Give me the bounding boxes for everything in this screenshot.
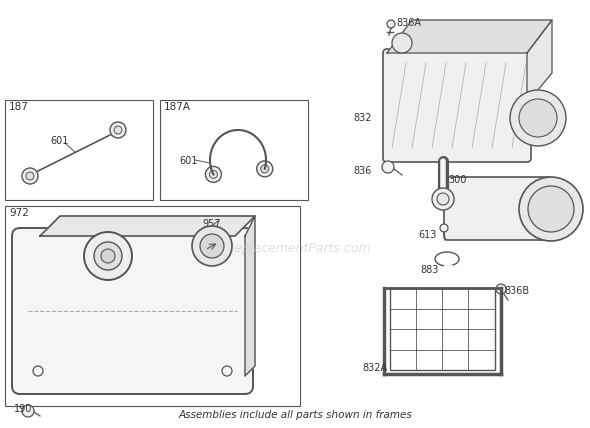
- Bar: [5, 206, 300, 406]
- Polygon shape: [40, 216, 255, 236]
- Circle shape: [519, 99, 557, 137]
- Text: 832: 832: [353, 113, 372, 123]
- Circle shape: [209, 170, 218, 178]
- Text: 601: 601: [50, 136, 68, 146]
- Text: 601: 601: [179, 156, 198, 166]
- Text: 957: 957: [202, 219, 221, 229]
- Circle shape: [392, 33, 412, 53]
- Circle shape: [519, 177, 583, 241]
- Circle shape: [257, 161, 273, 177]
- Text: 972: 972: [9, 208, 29, 218]
- Circle shape: [387, 20, 395, 28]
- Circle shape: [205, 166, 221, 182]
- Circle shape: [437, 193, 449, 205]
- Circle shape: [94, 242, 122, 270]
- Bar: [5, 100, 153, 200]
- Text: 187: 187: [9, 102, 29, 112]
- Circle shape: [440, 224, 448, 232]
- Polygon shape: [387, 20, 552, 53]
- Circle shape: [261, 165, 269, 173]
- Text: 883: 883: [420, 265, 438, 275]
- Text: Assemblies include all parts shown in frames: Assemblies include all parts shown in fr…: [178, 410, 412, 420]
- Text: 832A: 832A: [362, 363, 387, 373]
- FancyBboxPatch shape: [383, 49, 531, 162]
- Circle shape: [110, 122, 126, 138]
- Bar: [390, 288, 495, 370]
- Circle shape: [528, 186, 574, 232]
- Circle shape: [114, 126, 122, 134]
- FancyBboxPatch shape: [12, 228, 253, 394]
- Circle shape: [22, 405, 34, 417]
- Text: eReplacementParts.com: eReplacementParts.com: [219, 241, 371, 255]
- Circle shape: [26, 172, 34, 180]
- Polygon shape: [527, 20, 552, 103]
- Circle shape: [192, 226, 232, 266]
- Circle shape: [496, 284, 506, 294]
- Text: 613: 613: [418, 230, 437, 240]
- Circle shape: [22, 168, 38, 184]
- Circle shape: [510, 90, 566, 146]
- Circle shape: [432, 188, 454, 210]
- Text: 190: 190: [14, 404, 32, 414]
- Circle shape: [84, 232, 132, 280]
- Text: 836: 836: [353, 166, 371, 176]
- Circle shape: [101, 249, 115, 263]
- FancyBboxPatch shape: [444, 177, 552, 240]
- Circle shape: [382, 161, 394, 173]
- Text: 300: 300: [448, 175, 466, 185]
- Text: 836B: 836B: [504, 286, 529, 296]
- Text: 187A: 187A: [164, 102, 191, 112]
- Bar: [160, 100, 308, 200]
- Polygon shape: [245, 216, 255, 376]
- Circle shape: [200, 234, 224, 258]
- Text: 836A: 836A: [396, 18, 421, 28]
